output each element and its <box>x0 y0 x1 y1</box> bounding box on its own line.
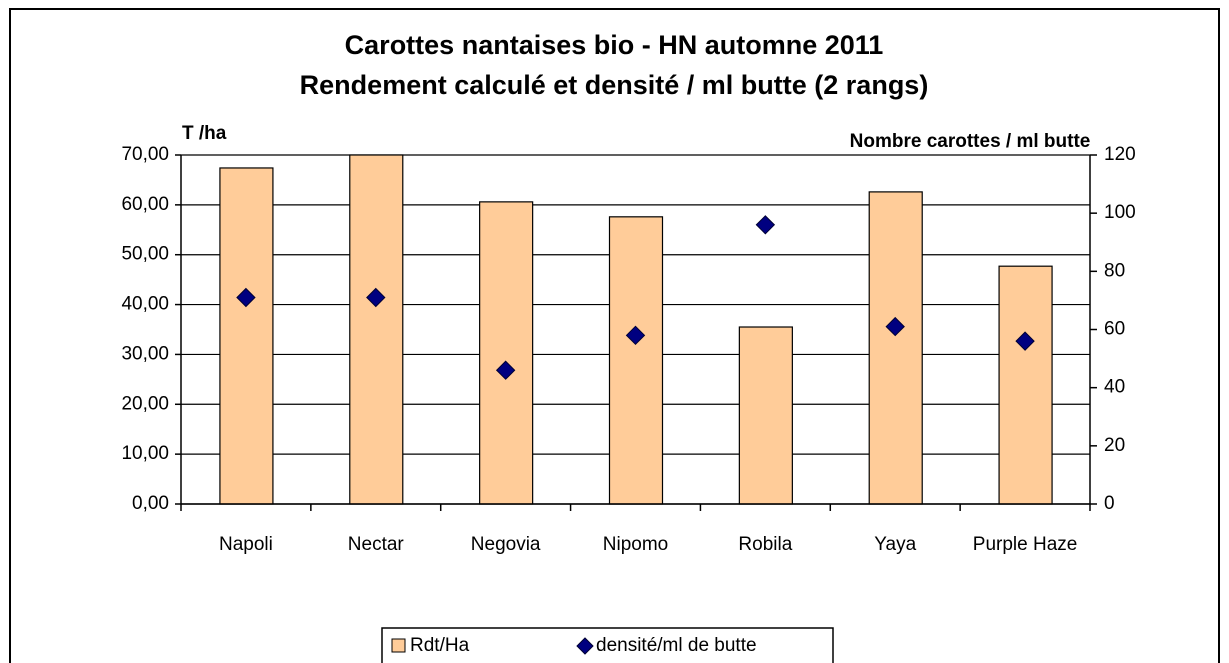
y2-tick-label: 40 <box>1104 377 1125 398</box>
bar <box>349 154 404 505</box>
marker <box>755 215 776 235</box>
bar <box>479 201 534 505</box>
x-tick-label: Negovia <box>470 534 541 555</box>
y2-tick-label: 60 <box>1104 319 1125 340</box>
y2-tick-label: 0 <box>1104 493 1115 514</box>
x-tick-label: Purple Haze <box>972 534 1078 555</box>
x-tick-label: Yaya <box>874 534 917 555</box>
bar <box>738 326 793 505</box>
marker <box>885 316 905 337</box>
x-tick-label: Napoli <box>218 534 273 555</box>
legend-swatch <box>391 638 406 653</box>
x-tick-label: Robila <box>738 534 793 555</box>
legend-label: densité/ml de butte <box>596 635 757 656</box>
x-tick-label: Nectar <box>347 534 404 555</box>
bar <box>219 167 274 505</box>
y-tick-label: 30,00 <box>121 343 169 364</box>
marker <box>236 287 256 308</box>
y-tick-label: 0,00 <box>132 493 169 514</box>
chart-title: Carottes nantaises bio - HN automne 2011 <box>345 30 884 60</box>
marker <box>625 325 646 346</box>
y-tick-label: 10,00 <box>121 443 169 464</box>
y2-tick-label: 100 <box>1104 202 1136 223</box>
y2-axis-label: Nombre carottes / ml butte <box>849 131 1091 152</box>
bar <box>998 265 1053 505</box>
bar <box>608 216 664 505</box>
y2-tick-label: 120 <box>1104 144 1136 165</box>
y-axis-label: T /ha <box>182 123 227 144</box>
legend-swatch <box>576 637 594 655</box>
marker <box>1015 331 1035 351</box>
x-tick-label: Nipomo <box>602 534 669 555</box>
marker <box>366 287 386 308</box>
legend-box <box>381 627 834 663</box>
y2-tick-label: 20 <box>1104 435 1125 456</box>
y-tick-label: 20,00 <box>121 393 169 414</box>
marker <box>495 360 516 380</box>
y-tick-label: 70,00 <box>121 144 169 165</box>
bar <box>868 191 923 505</box>
legend-label: Rdt/Ha <box>410 635 470 656</box>
y-tick-label: 50,00 <box>121 244 169 265</box>
chart-frame <box>9 8 1220 663</box>
y-tick-label: 60,00 <box>121 194 169 215</box>
y-tick-label: 40,00 <box>121 294 169 315</box>
chart-subtitle: Rendement calculé et densité / ml butte … <box>300 70 929 100</box>
y2-tick-label: 80 <box>1104 260 1125 281</box>
